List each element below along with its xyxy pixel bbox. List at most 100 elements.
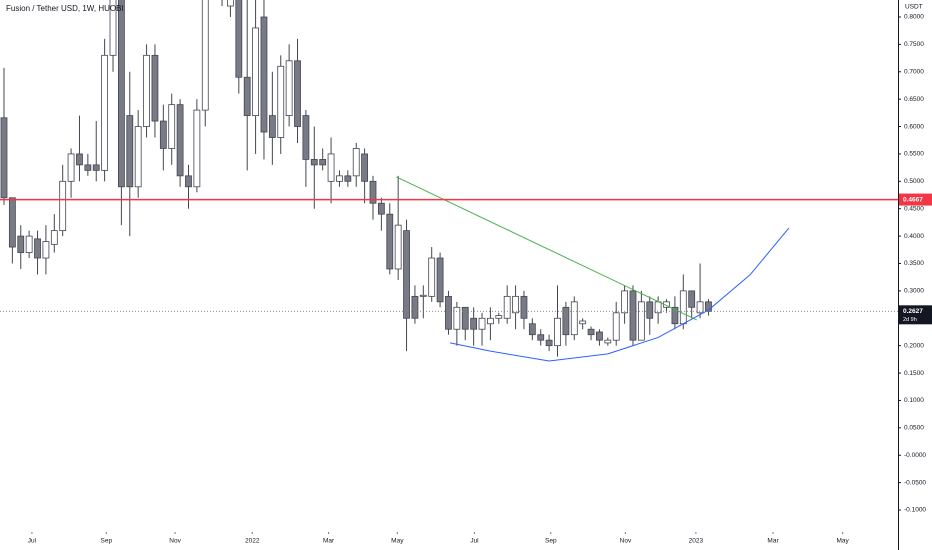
candle-body <box>327 153 335 182</box>
candle-body <box>688 290 696 308</box>
candle-body <box>277 65 285 138</box>
candle-body <box>0 117 8 199</box>
candle-body <box>117 0 125 188</box>
candle-body <box>436 257 444 303</box>
candle-body <box>176 104 184 177</box>
candle-body <box>319 159 327 166</box>
y-tick-label: 0.4500 <box>904 205 924 212</box>
candle-body <box>487 317 494 325</box>
candle-body <box>377 202 385 215</box>
candle-body <box>554 317 561 347</box>
y-axis-label: USDT <box>905 4 923 11</box>
candle-body <box>562 306 570 336</box>
trend-line <box>396 176 697 321</box>
candle-body <box>235 0 243 78</box>
y-tick-label: 0.5500 <box>904 151 924 158</box>
candle-body <box>260 16 268 133</box>
candle-body <box>17 235 25 253</box>
candle-body <box>201 0 209 111</box>
candle-body <box>143 54 150 127</box>
y-tick-label: 0.0500 <box>904 425 924 432</box>
cup-curve <box>450 227 790 362</box>
candle-body <box>629 290 637 341</box>
y-tick-label: 0.7000 <box>904 68 924 75</box>
candle-body <box>646 301 654 319</box>
candle-body <box>294 60 301 127</box>
y-tick-label: -0.0500 <box>904 479 926 486</box>
chart-title: Fusion / Tether USD, 1W, HUOBI <box>6 4 124 13</box>
candle-body <box>394 224 402 270</box>
candle-body <box>352 148 360 177</box>
x-tick-label: May <box>391 538 404 545</box>
candle-body <box>428 257 436 297</box>
candle-body <box>403 230 410 319</box>
candle-body <box>445 295 452 330</box>
candle-body <box>512 295 519 314</box>
candle-body <box>25 235 33 253</box>
candle-body <box>696 301 704 314</box>
candle-body <box>336 175 343 182</box>
candle-body <box>528 323 536 336</box>
candle-body <box>134 126 142 188</box>
candle-body <box>579 320 587 325</box>
y-tick-label: 0.4000 <box>904 233 924 240</box>
candle-body <box>126 115 134 188</box>
x-tick-label: 2023 <box>689 538 704 545</box>
candle-body <box>453 306 461 330</box>
candle-body <box>495 315 503 319</box>
candle-body <box>621 290 628 314</box>
candle-body <box>587 328 595 336</box>
last-price-label: 0.2627 <box>903 308 923 315</box>
x-tick-label: Sep <box>101 538 113 545</box>
x-tick-label: 2022 <box>245 538 260 545</box>
candle-body <box>67 153 75 182</box>
candle-body <box>42 241 50 259</box>
countdown-label: 2d 9h <box>903 317 917 323</box>
candle-body <box>151 54 159 122</box>
candle-body <box>461 306 469 330</box>
y-tick-label: 0.5000 <box>904 178 924 185</box>
candle-body <box>419 294 427 297</box>
candle-body <box>109 0 117 56</box>
candle-body <box>679 290 687 325</box>
candle-body <box>185 175 192 188</box>
candle-body <box>604 339 612 344</box>
candle-body <box>84 164 92 171</box>
candle-body <box>411 295 419 319</box>
candle-body <box>227 0 234 7</box>
candle-body <box>8 197 16 248</box>
candle-body <box>310 159 318 166</box>
candle-body <box>361 153 369 182</box>
y-tick-label: 0.3500 <box>904 260 924 267</box>
candle-body <box>671 306 679 325</box>
candle-body <box>285 60 293 116</box>
x-tick-label: Nov <box>169 538 181 545</box>
candle-body <box>193 109 201 188</box>
y-tick-label: -0.1000 <box>904 507 926 514</box>
plot-area <box>0 0 790 362</box>
candle-body <box>59 180 67 232</box>
candle-body <box>159 120 167 149</box>
x-tick-label: Mar <box>323 538 335 545</box>
candle-body <box>168 104 176 149</box>
x-tick-label: Jul <box>470 538 479 545</box>
y-tick-label: 0.6500 <box>904 96 924 103</box>
y-tick-label: 0.6000 <box>904 123 924 130</box>
y-tick-label: 0.3000 <box>904 288 924 295</box>
candle-body <box>369 180 377 204</box>
x-tick-label: Nov <box>620 538 632 545</box>
candle-body <box>637 301 645 341</box>
x-tick-label: May <box>837 538 850 545</box>
candle-body <box>470 317 478 330</box>
candle-body <box>243 76 251 116</box>
y-tick-label: 0.1500 <box>904 370 924 377</box>
candle-body <box>478 317 486 330</box>
candle-body <box>596 331 603 341</box>
x-tick-label: Sep <box>545 538 557 545</box>
candle-body <box>503 295 511 319</box>
candle-body <box>612 312 620 341</box>
candle-body <box>344 175 352 182</box>
y-tick-label: 0.1000 <box>904 397 924 404</box>
candle-body <box>386 213 394 270</box>
